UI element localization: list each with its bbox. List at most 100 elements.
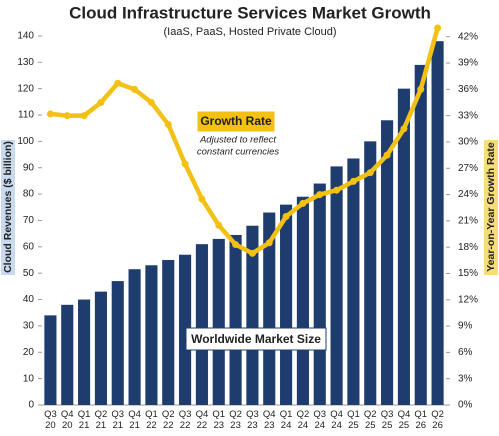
bar	[330, 166, 343, 405]
x-tick-label: Q1 26	[414, 409, 428, 431]
x-tick-label: Q2 25	[363, 409, 377, 431]
y-tick-label: 110	[18, 110, 34, 121]
x-tick-label: Q1 25	[347, 409, 360, 431]
bar	[364, 141, 377, 405]
y2-tick-label: 24%	[458, 189, 478, 200]
line-point	[265, 239, 273, 247]
y-tick-label: 20	[23, 347, 35, 358]
line-point	[366, 169, 374, 177]
chart-title: Cloud Infrastructure Services Market Gro…	[69, 3, 431, 22]
x-tick-label: Q1 24	[279, 409, 293, 431]
x-tick-label: Q4 22	[195, 409, 209, 431]
y-tick-label: 30	[23, 321, 35, 332]
y-tick-label: 120	[17, 83, 34, 94]
y2-tick-label: 6%	[458, 347, 473, 358]
y2-tick-label: 36%	[458, 84, 478, 95]
y-label-bg	[1, 140, 15, 275]
line-point	[114, 79, 122, 87]
bar	[162, 260, 175, 405]
bar	[61, 304, 74, 405]
bar	[280, 204, 293, 405]
x-tick-label: Q3 24	[313, 409, 327, 431]
y2-tick-label: 9%	[458, 321, 473, 332]
y-tick-label: 140	[17, 31, 34, 42]
annotation: Worldwide Market Size	[191, 332, 321, 346]
line-point	[282, 213, 290, 220]
line-point	[80, 112, 88, 120]
bar	[179, 254, 192, 405]
y-tick-label: 80	[23, 189, 35, 200]
x-tick-label: Q1 23	[212, 409, 226, 431]
line-point	[417, 85, 425, 93]
bar	[111, 281, 124, 405]
line-point	[147, 99, 155, 107]
x-tick-label: Q4 24	[330, 409, 343, 431]
y-tick-label: 60	[23, 241, 35, 252]
x-tick-label: Q4 25	[397, 409, 411, 431]
y2-axis-title: Year-on-Year Growth Rate	[485, 142, 497, 272]
bar	[94, 291, 107, 405]
x-tick-label: Q2 23	[229, 409, 242, 431]
x-tick-label: Q3 25	[380, 409, 394, 431]
y-tick-label: 100	[17, 136, 34, 147]
line-point	[198, 195, 206, 203]
annotation: constant currencies	[197, 147, 280, 158]
x-tick-label: Q2 26	[431, 409, 444, 431]
x-tick-label: Q3 21	[111, 409, 125, 431]
bar	[397, 88, 410, 406]
line-point	[299, 199, 307, 207]
y-tick-label: 130	[17, 57, 34, 68]
line-point	[63, 112, 71, 120]
x-tick-label: Q4 23	[262, 409, 276, 431]
bar	[347, 158, 360, 405]
annotation: Growth Rate	[200, 114, 272, 128]
line-point	[46, 110, 54, 118]
bar	[229, 234, 242, 405]
x-tick-label: Q4 20	[60, 409, 74, 431]
y2-tick-label: 0%	[458, 400, 473, 411]
growth-line	[48, 25, 440, 256]
y-tick-label: 10	[23, 373, 35, 384]
line-point	[215, 221, 223, 229]
bar	[145, 265, 158, 405]
y-tick-label: 90	[23, 162, 35, 173]
bar	[313, 183, 326, 405]
line-point	[181, 160, 189, 168]
y2-tick-label: 18%	[458, 242, 478, 253]
bar	[128, 269, 141, 405]
bar	[414, 64, 427, 405]
y2-tick-label: 21%	[458, 216, 478, 227]
bar	[381, 120, 394, 405]
x-tick-label: Q3 22	[178, 409, 192, 431]
annotation-box	[185, 327, 327, 351]
y-axis-title: Cloud Revenues ($ billion)	[2, 141, 14, 273]
x-tick-label: Q4 21	[128, 409, 141, 431]
y-tick-label: 40	[23, 294, 35, 305]
line-point	[248, 249, 256, 257]
x-tick-label: Q2 24	[296, 409, 310, 431]
y-tick-label: 0	[28, 400, 34, 411]
x-tick-label: Q3 23	[246, 409, 259, 431]
line-point	[316, 191, 324, 199]
line-point	[164, 120, 172, 128]
bar	[195, 244, 208, 405]
bar	[78, 299, 91, 405]
bar	[212, 238, 225, 405]
y2-tick-label: 12%	[458, 294, 478, 305]
y2-tick-label: 30%	[458, 137, 478, 148]
y-tick-label: 70	[23, 215, 35, 226]
line-point	[97, 99, 105, 107]
line-point	[333, 186, 341, 194]
annotation: Adjusted to reflect	[199, 135, 276, 146]
y2-tick-label: 33%	[458, 110, 478, 121]
annotation-box	[196, 110, 276, 133]
bar	[44, 315, 57, 405]
line-point	[232, 241, 240, 249]
bar	[263, 212, 276, 405]
x-tick-label: Q1 21	[77, 409, 91, 431]
y-tick-label: 50	[23, 268, 35, 279]
line-point	[349, 177, 357, 185]
y2-tick-label: 15%	[458, 268, 478, 279]
